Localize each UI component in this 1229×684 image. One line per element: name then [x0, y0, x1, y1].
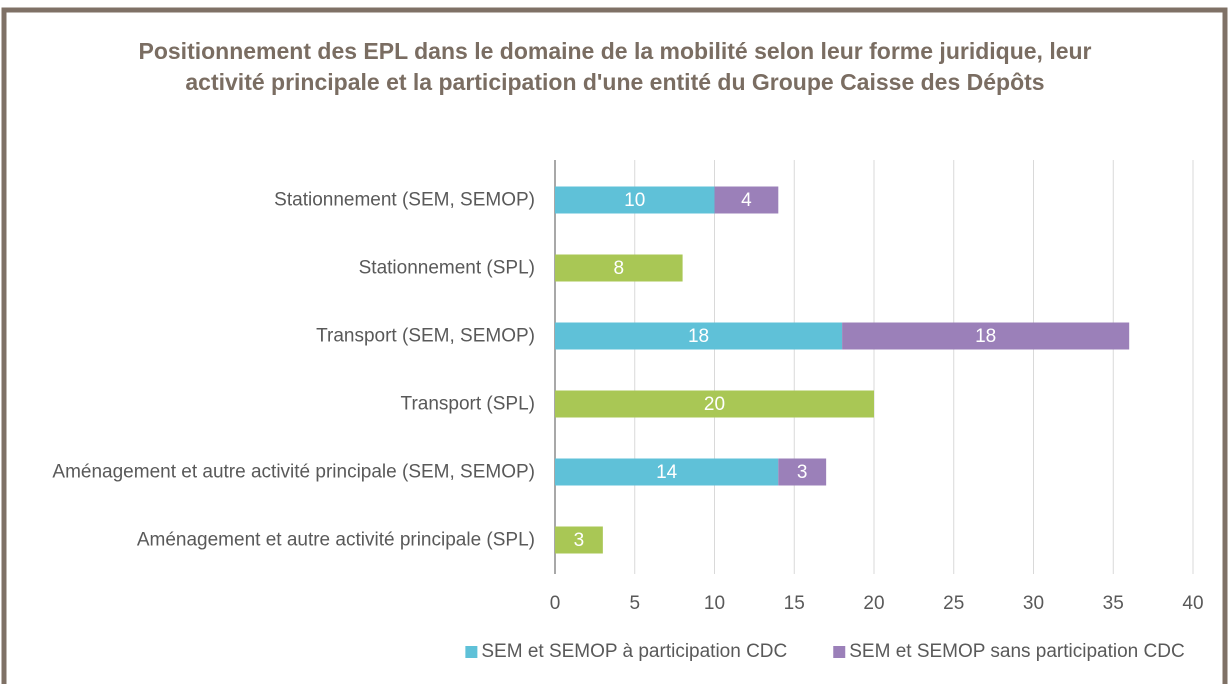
bar-segment: [555, 322, 843, 350]
data-label: 18: [975, 326, 996, 347]
x-tick-label: 5: [629, 593, 640, 614]
x-tick-label: 10: [704, 593, 725, 614]
bar-segment: [555, 186, 715, 214]
x-tick-label: 25: [943, 593, 964, 614]
data-label: 10: [624, 190, 645, 211]
data-label: 20: [704, 394, 725, 415]
x-tick-label: 20: [863, 593, 884, 614]
legend-swatch: [465, 646, 478, 658]
chart-title: Positionnement des EPL dans le domaine d…: [138, 38, 1092, 95]
y-tick-label: Stationnement (SEM, SEMOP): [274, 189, 535, 211]
data-label: 8: [614, 258, 625, 279]
bar-segment: [555, 254, 683, 282]
data-label: 3: [797, 462, 808, 483]
y-tick-label: Aménagement et autre activité principale…: [52, 461, 535, 483]
bar-segment: [555, 458, 779, 486]
legend-label: SEM et SEMOP sans participation CDC: [849, 641, 1184, 662]
x-tick-label: 15: [784, 593, 805, 614]
bar-segment: [842, 322, 1130, 350]
frame: [1, 7, 1228, 684]
legend-swatch: [833, 646, 846, 658]
y-tick-label: Stationnement (SPL): [358, 257, 535, 279]
y-tick-label: Transport (SPL): [400, 393, 535, 415]
bar-segment: [714, 186, 779, 214]
bar-segment: [555, 390, 874, 418]
legend-label: SEM et SEMOP à participation CDC: [481, 641, 787, 662]
data-label: 18: [688, 326, 709, 347]
x-tick-label: 35: [1103, 593, 1124, 614]
y-tick-label: Aménagement et autre activité principale…: [136, 529, 535, 551]
x-tick-label: 0: [550, 593, 561, 614]
y-tick-label: Transport (SEM, SEMOP): [316, 325, 535, 347]
bar-segment: [555, 526, 603, 554]
x-tick-label: 40: [1182, 593, 1203, 614]
x-tick-label: 30: [1023, 593, 1044, 614]
bar-segment: [778, 458, 827, 486]
data-label: 14: [656, 462, 678, 483]
data-label: 4: [741, 190, 752, 211]
data-label: 3: [574, 530, 585, 551]
